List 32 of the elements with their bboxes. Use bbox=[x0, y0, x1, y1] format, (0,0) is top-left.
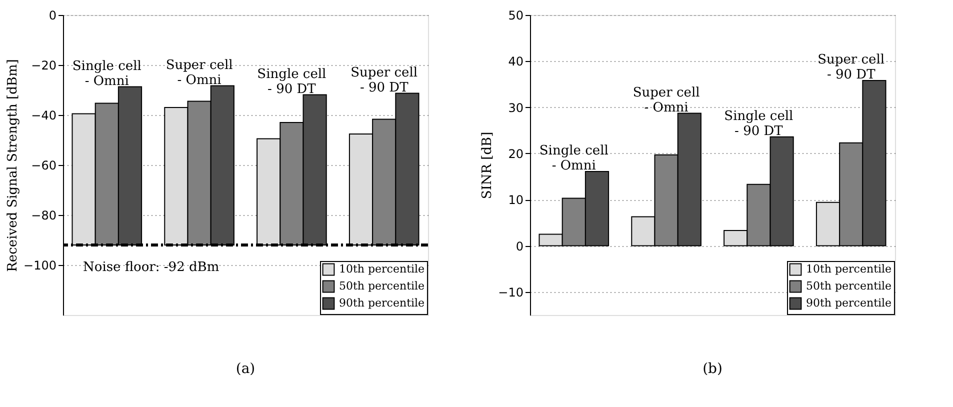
y-tick-label: 10 bbox=[508, 193, 524, 208]
annotation: Single cell - Omni bbox=[539, 143, 608, 174]
text: (b) bbox=[702, 361, 722, 377]
ref-line-label: Noise floor: -92 dBm bbox=[83, 260, 220, 275]
y-tick-label: −40 bbox=[31, 108, 56, 122]
y-tick-label: 40 bbox=[508, 54, 524, 69]
y-tick-label: −10 bbox=[498, 285, 524, 300]
annotation: Super cell - Omni bbox=[166, 58, 233, 88]
annotation: Single cell - Omni bbox=[72, 58, 142, 89]
annotation: Single cell - 90 DT bbox=[724, 108, 794, 139]
y-tick-label: −100 bbox=[24, 258, 56, 272]
y-tick-label: 0 bbox=[48, 8, 56, 22]
legend-label: 50th percentile bbox=[806, 280, 892, 292]
legend-label: 10th percentile bbox=[339, 262, 425, 276]
legend-label: 10th percentile bbox=[806, 262, 892, 276]
y-tick-label: 20 bbox=[508, 146, 524, 161]
annotation: Super cell - Omni bbox=[632, 85, 700, 116]
y-tick-label: 30 bbox=[508, 100, 524, 115]
text: (a) bbox=[236, 361, 256, 377]
annotation: Super cell - 90 DT bbox=[818, 52, 885, 83]
y-tick-label: −20 bbox=[31, 58, 56, 72]
y-axis-title: Received Signal Strength [dBm] bbox=[6, 59, 21, 272]
y-tick-label: 0 bbox=[516, 239, 524, 254]
y-tick-label: 50 bbox=[508, 8, 524, 22]
y-tick-label: −60 bbox=[31, 158, 56, 172]
legend-label: 90th percentile bbox=[806, 296, 892, 310]
legend-label: 90th percentile bbox=[339, 296, 425, 310]
legend-label: 50th percentile bbox=[339, 280, 425, 292]
y-axis-title: SINR [dB] bbox=[480, 132, 496, 200]
annotation: Super cell - 90 DT bbox=[350, 65, 418, 96]
annotation: Single cell - 90 DT bbox=[257, 66, 326, 97]
y-tick-label: −80 bbox=[31, 208, 56, 222]
